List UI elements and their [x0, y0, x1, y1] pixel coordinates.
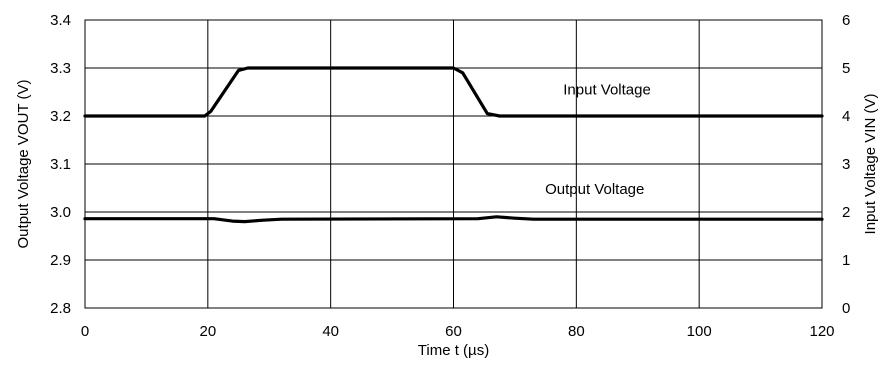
y-left-tick-label: 3.1	[50, 156, 71, 173]
y-left-tick-labels: 2.8 2.9 3.0 3.1 3.2 3.3 3.4	[50, 12, 71, 317]
series-line	[83, 215, 824, 224]
x-tick-labels: 0 20 40 60 80 100 120	[81, 323, 835, 340]
plot-frame	[84, 19, 823, 309]
grid	[85, 20, 822, 308]
y-left-tick-label: 3.2	[50, 108, 71, 125]
y-right-axis-title: Input Voltage VIN (V)	[862, 94, 879, 235]
y-left-tick-label: 2.9	[50, 252, 71, 269]
series-label-output-voltage: Output Voltage	[545, 181, 644, 198]
series-line	[83, 66, 824, 118]
x-tick-label: 80	[568, 323, 585, 340]
y-right-tick-labels: 0 1 2 3 4 5 6	[842, 12, 850, 317]
y-right-tick-label: 2	[842, 204, 850, 221]
y-left-axis-title: Output Voltage VOUT (V)	[15, 80, 32, 249]
y-left-tick-label: 2.8	[50, 300, 71, 317]
x-tick-label: 40	[322, 323, 339, 340]
y-left-tick-label: 3.3	[50, 60, 71, 77]
y-left-tick-label: 3.0	[50, 204, 71, 221]
x-tick-label: 0	[81, 323, 89, 340]
y-right-tick-label: 6	[842, 12, 850, 29]
y-right-tick-label: 3	[842, 156, 850, 173]
y-right-tick-label: 5	[842, 60, 850, 77]
x-tick-label: 120	[809, 323, 834, 340]
x-tick-label: 60	[445, 323, 462, 340]
series-lines	[83, 66, 824, 224]
x-tick-label: 20	[199, 323, 216, 340]
series-labels: Input Voltage Output Voltage	[545, 81, 651, 197]
x-axis-title: Time t (µs)	[418, 342, 489, 359]
y-right-tick-label: 0	[842, 300, 850, 317]
x-tick-label: 100	[687, 323, 712, 340]
series-label-input-voltage: Input Voltage	[563, 81, 651, 98]
y-left-tick-label: 3.4	[50, 12, 71, 29]
y-right-tick-label: 1	[842, 252, 850, 269]
y-right-tick-label: 4	[842, 108, 850, 125]
